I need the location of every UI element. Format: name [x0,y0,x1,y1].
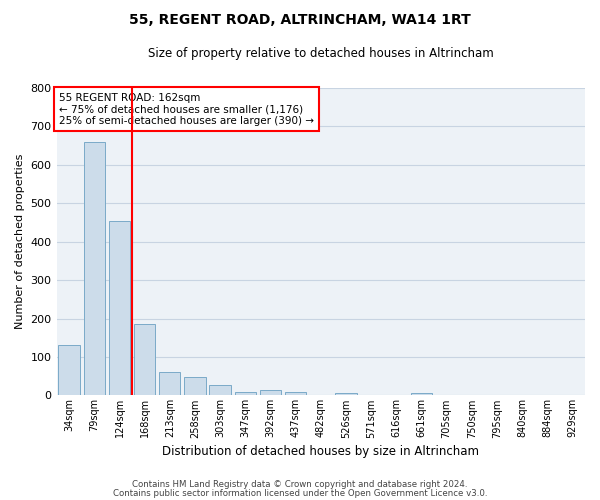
Text: Contains HM Land Registry data © Crown copyright and database right 2024.: Contains HM Land Registry data © Crown c… [132,480,468,489]
Bar [285,392,307,396]
Text: 55, REGENT ROAD, ALTRINCHAM, WA14 1RT: 55, REGENT ROAD, ALTRINCHAM, WA14 1RT [129,12,471,26]
Bar [58,346,80,396]
Text: 55 REGENT ROAD: 162sqm
← 75% of detached houses are smaller (1,176)
25% of semi-: 55 REGENT ROAD: 162sqm ← 75% of detached… [59,92,314,126]
Text: Contains public sector information licensed under the Open Government Licence v3: Contains public sector information licen… [113,488,487,498]
Title: Size of property relative to detached houses in Altrincham: Size of property relative to detached ho… [148,48,494,60]
Bar [109,222,130,396]
Bar [260,390,281,396]
Bar [184,377,206,396]
Bar [335,394,356,396]
Bar [83,142,105,396]
Bar [159,372,181,396]
Bar [235,392,256,396]
X-axis label: Distribution of detached houses by size in Altrincham: Distribution of detached houses by size … [162,444,479,458]
Bar [411,392,432,396]
Y-axis label: Number of detached properties: Number of detached properties [15,154,25,330]
Bar [209,385,231,396]
Bar [134,324,155,396]
